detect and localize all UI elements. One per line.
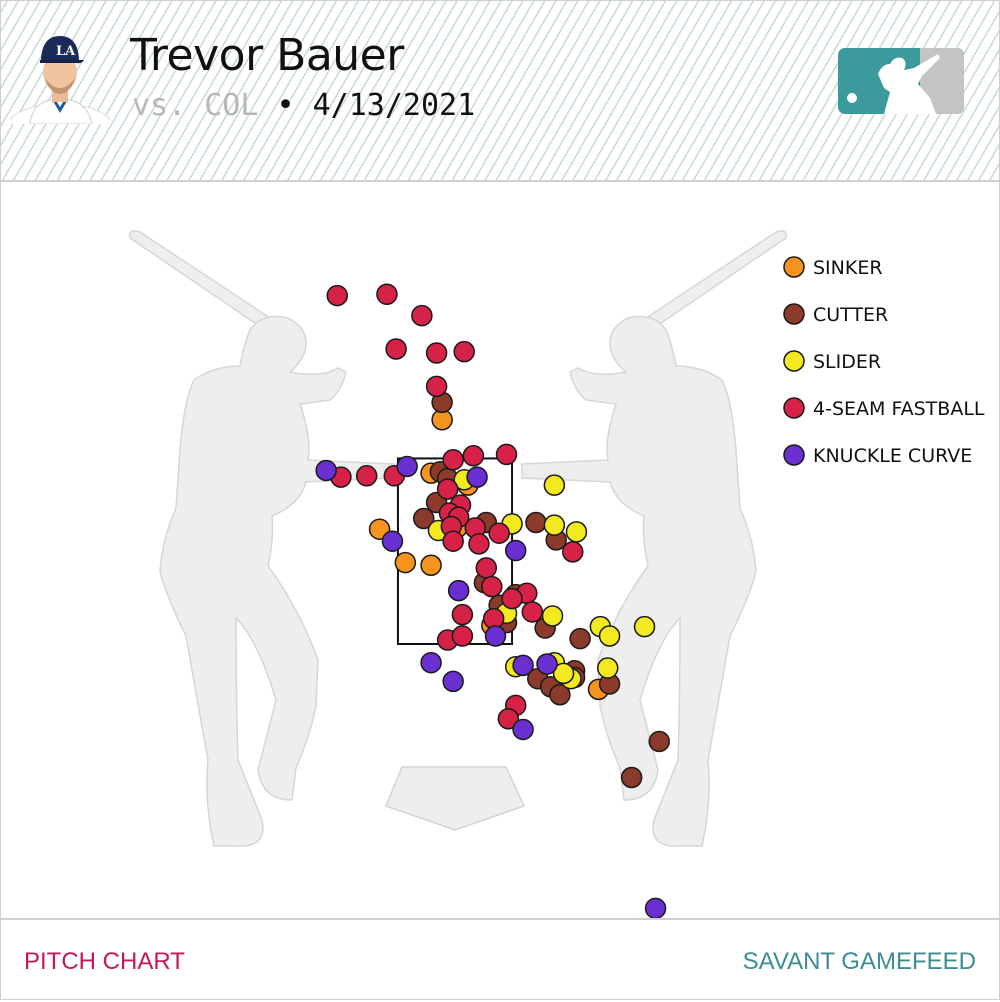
left-batter-silhouette bbox=[128, 230, 395, 847]
legend-label-slider: SLIDER bbox=[813, 351, 881, 373]
pitch-chart-link[interactable]: PITCH CHART bbox=[24, 948, 185, 975]
pitch-point-knuckle-curve[interactable] bbox=[484, 625, 507, 647]
mlb-logo-icon bbox=[838, 48, 964, 114]
pitch-point-4-seam-fastball[interactable] bbox=[411, 304, 433, 327]
pitch-point-4-seam-fastball[interactable] bbox=[481, 575, 503, 598]
pitch-point-cutter[interactable] bbox=[549, 683, 571, 706]
pitch-point-sinker[interactable] bbox=[420, 554, 442, 576]
pitch-point-knuckle-curve[interactable] bbox=[447, 579, 470, 602]
game-info: vs. COL • 4/13/2021 bbox=[132, 88, 475, 123]
pitch-point-slider[interactable] bbox=[598, 625, 621, 647]
legend-marker-slider bbox=[783, 350, 805, 372]
pitch-point-knuckle-curve[interactable] bbox=[420, 651, 442, 674]
pitch-point-knuckle-curve[interactable] bbox=[466, 466, 488, 488]
pitch-point-4-seam-fastball[interactable] bbox=[425, 375, 448, 398]
svg-text:LA: LA bbox=[56, 44, 76, 59]
savant-gamefeed-link[interactable]: SAVANT GAMEFEED bbox=[742, 948, 976, 975]
pitch-point-4-seam-fastball[interactable] bbox=[468, 533, 490, 555]
pitch-point-4-seam-fastball[interactable] bbox=[562, 541, 584, 563]
pitch-point-4-seam-fastball[interactable] bbox=[385, 338, 407, 360]
legend-marker-4-seam-fastball bbox=[783, 397, 805, 419]
pitch-point-4-seam-fastball[interactable] bbox=[442, 449, 464, 471]
pitch-point-slider[interactable] bbox=[543, 514, 566, 536]
pitch-point-slider[interactable] bbox=[541, 605, 564, 627]
pitch-point-knuckle-curve[interactable] bbox=[644, 897, 667, 920]
pitch-point-4-seam-fastball[interactable] bbox=[495, 443, 518, 466]
pitch-point-4-seam-fastball[interactable] bbox=[462, 445, 485, 467]
pitch-point-4-seam-fastball[interactable] bbox=[425, 342, 448, 364]
pitch-point-knuckle-curve[interactable] bbox=[512, 654, 534, 677]
player-avatar-icon: LA bbox=[10, 36, 110, 124]
pitch-point-4-seam-fastball[interactable] bbox=[442, 530, 464, 552]
pitch-point-sinker[interactable] bbox=[394, 551, 417, 574]
pitch-point-cutter[interactable] bbox=[620, 766, 643, 789]
legend-label-knuckle-curve: KNUCKLE CURVE bbox=[813, 445, 972, 467]
pitch-point-4-seam-fastball[interactable] bbox=[488, 522, 510, 544]
separator: • bbox=[258, 88, 313, 123]
legend-marker-cutter bbox=[783, 303, 805, 325]
pitch-point-4-seam-fastball[interactable] bbox=[326, 284, 348, 307]
pitch-point-knuckle-curve[interactable] bbox=[536, 653, 558, 675]
pitch-points bbox=[315, 283, 670, 920]
pitch-point-slider[interactable] bbox=[552, 662, 575, 685]
pitch-chart: SINKER CUTTER SLIDER 4-SEAM FASTBALL KNUCKLE… bbox=[0, 182, 1000, 920]
pitch-point-knuckle-curve[interactable] bbox=[504, 539, 527, 562]
pitch-point-knuckle-curve[interactable] bbox=[315, 459, 337, 482]
pitch-point-cutter[interactable] bbox=[648, 730, 670, 753]
right-batter-silhouette bbox=[521, 230, 788, 847]
footer-bar: PITCH CHART SAVANT GAMEFEED bbox=[0, 918, 1000, 1002]
pitch-chart-svg: SINKER CUTTER SLIDER 4-SEAM FASTBALL KNUCKLE… bbox=[128, 230, 985, 920]
pitch-point-knuckle-curve[interactable] bbox=[442, 670, 464, 693]
pitch-point-4-seam-fastball[interactable] bbox=[501, 587, 523, 610]
pitch-point-slider[interactable] bbox=[565, 521, 588, 543]
pitch-point-4-seam-fastball[interactable] bbox=[436, 478, 459, 500]
pitch-point-knuckle-curve[interactable] bbox=[381, 530, 404, 552]
pitch-point-4-seam-fastball[interactable] bbox=[451, 603, 474, 626]
pitch-point-4-seam-fastball[interactable] bbox=[453, 340, 475, 363]
pitch-point-cutter[interactable] bbox=[525, 511, 547, 534]
opponent-label: vs. COL bbox=[132, 88, 259, 123]
legend-label-cutter: CUTTER bbox=[813, 304, 888, 326]
legend-marker-sinker bbox=[783, 256, 805, 278]
pitch-point-cutter[interactable] bbox=[569, 627, 591, 650]
pitch-point-4-seam-fastball[interactable] bbox=[521, 601, 544, 623]
player-name: Trevor Bauer bbox=[130, 30, 404, 81]
pitch-point-4-seam-fastball[interactable] bbox=[376, 283, 398, 305]
legend-marker-knuckle-curve bbox=[783, 444, 805, 466]
pitch-point-knuckle-curve[interactable] bbox=[512, 718, 534, 741]
pitch-point-knuckle-curve[interactable] bbox=[396, 455, 418, 478]
legend-label-sinker: SINKER bbox=[813, 257, 883, 279]
pitch-point-slider[interactable] bbox=[543, 474, 566, 496]
pitch-point-4-seam-fastball[interactable] bbox=[355, 465, 378, 487]
pitch-point-4-seam-fastball[interactable] bbox=[451, 625, 474, 647]
pitch-point-4-seam-fastball[interactable] bbox=[497, 708, 520, 730]
pitch-point-4-seam-fastball[interactable] bbox=[475, 557, 498, 579]
pitch-point-cutter[interactable] bbox=[412, 507, 435, 530]
game-date: 4/13/2021 bbox=[312, 88, 476, 123]
legend: SINKER CUTTER SLIDER 4-SEAM FASTBALL KNUCKLE… bbox=[783, 256, 985, 467]
header-banner: LA Trevor Bauer vs. COL • 4/13/2021 bbox=[0, 0, 1000, 182]
pitch-point-slider[interactable] bbox=[596, 657, 619, 679]
home-plate bbox=[385, 766, 526, 831]
legend-label-4-seam-fastball: 4-SEAM FASTBALL bbox=[813, 398, 985, 420]
pitch-point-slider[interactable] bbox=[633, 615, 656, 638]
